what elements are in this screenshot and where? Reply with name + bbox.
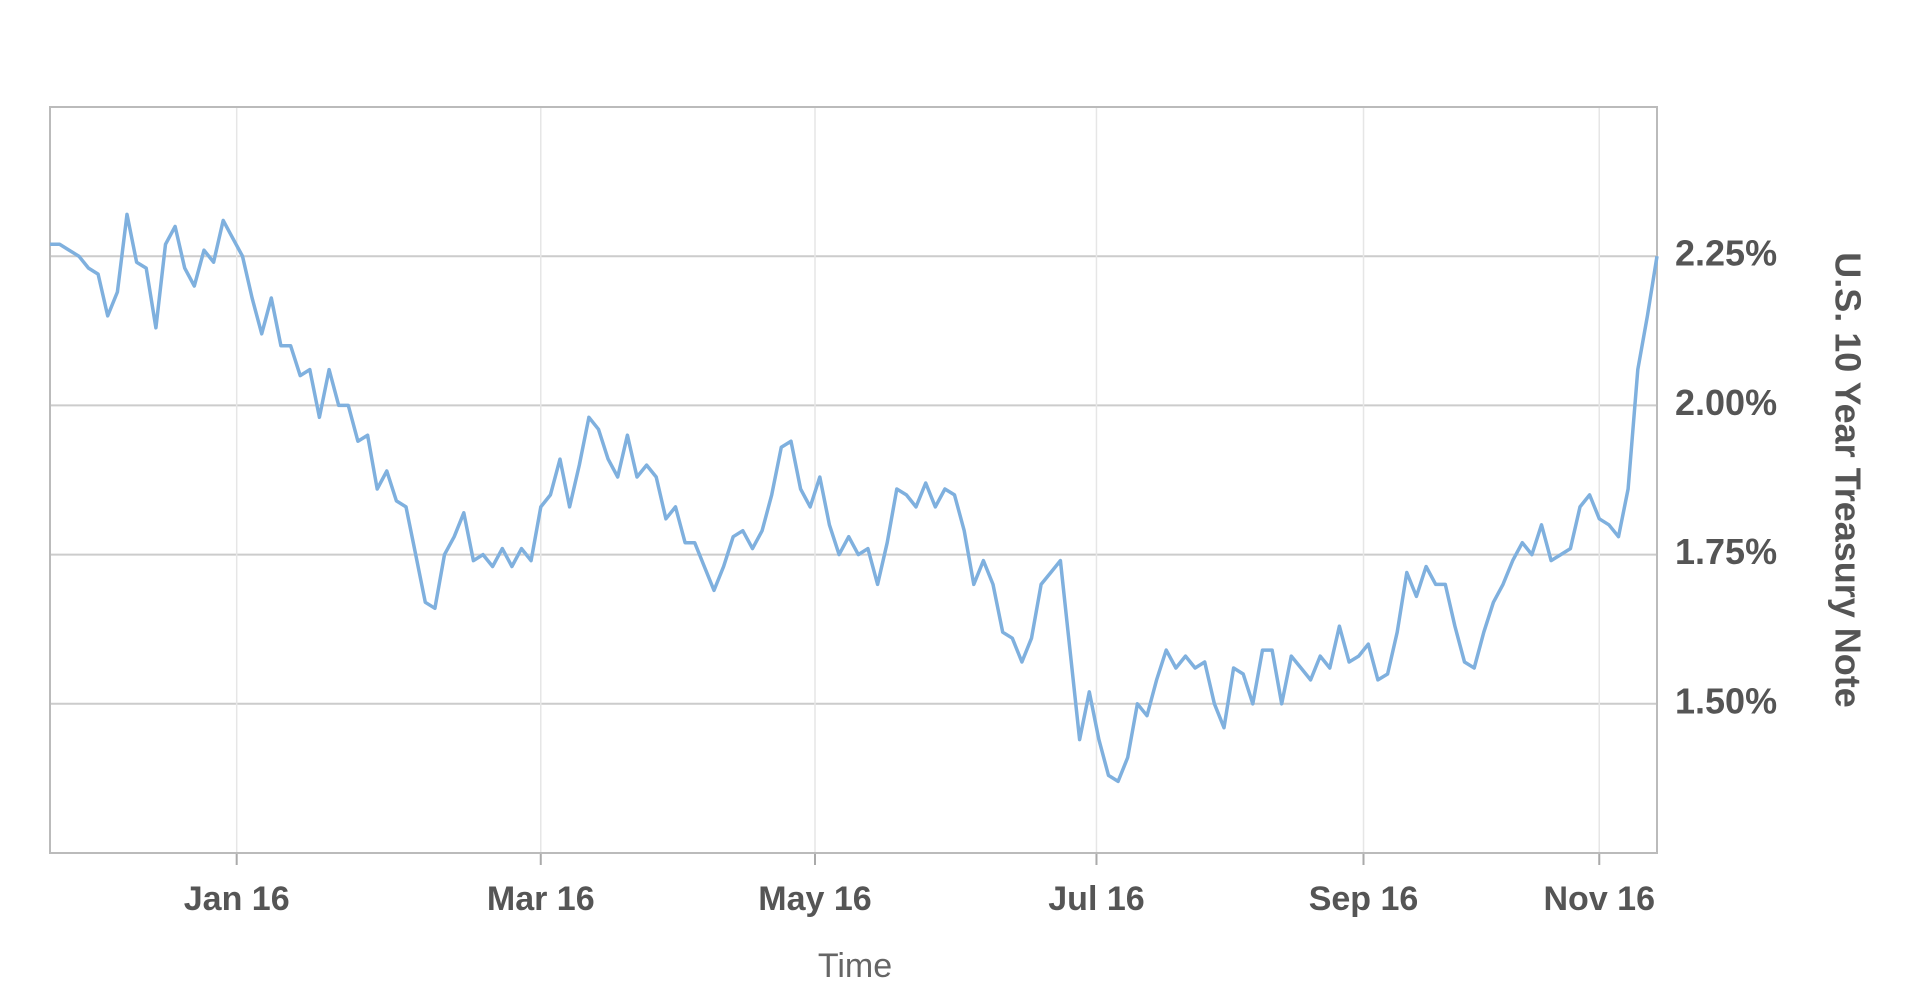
y-tick-label: 1.75% (1675, 531, 1777, 572)
x-tick-label: Sep 16 (1309, 880, 1419, 918)
x-tick-label: Nov 16 (1544, 880, 1656, 918)
x-tick-label: Jan 16 (184, 880, 290, 918)
y-axis-title: U.S. 10 Year Treasury Note (1827, 252, 1868, 708)
x-tick-label: Mar 16 (487, 880, 595, 918)
y-tick-label: 2.00% (1675, 382, 1777, 423)
data-line (50, 212, 1659, 784)
x-axis-title: Time (818, 947, 892, 985)
plot-border (49, 106, 1658, 854)
y-tick-label: 2.25% (1675, 233, 1777, 274)
x-tick-label: May 16 (758, 880, 871, 918)
y-tick-label: 1.50% (1675, 680, 1777, 721)
x-tick-label: Jul 16 (1048, 880, 1144, 918)
